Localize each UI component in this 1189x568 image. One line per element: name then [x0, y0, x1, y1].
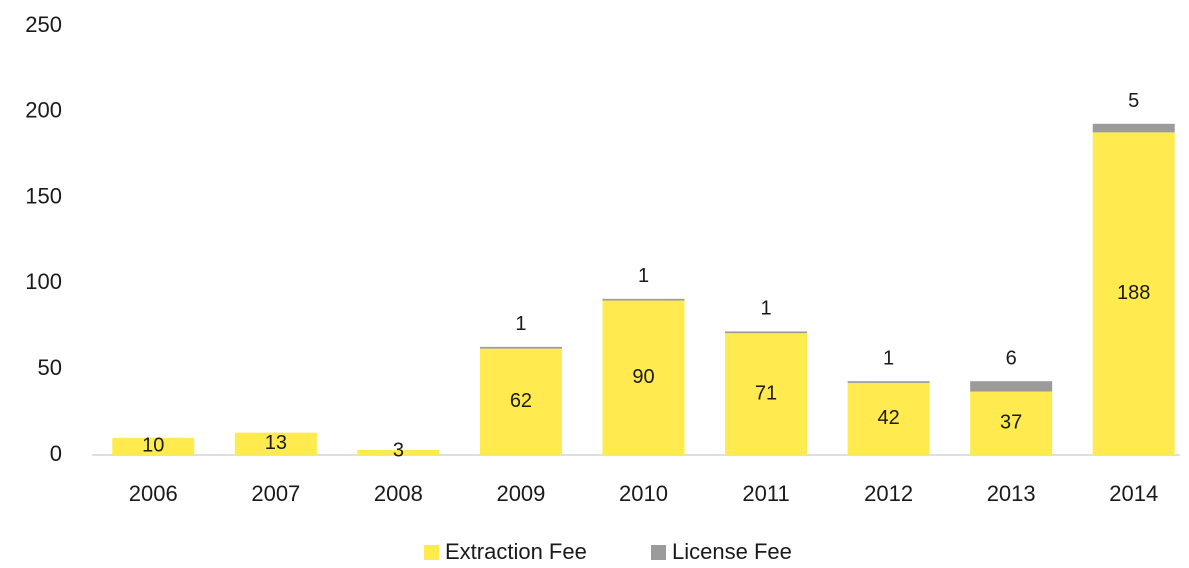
data-label: 1	[883, 347, 894, 369]
bar-segment	[970, 391, 1053, 455]
bar-segment	[479, 346, 562, 349]
bar-segment	[725, 333, 808, 455]
data-label: 6	[1006, 347, 1017, 369]
data-label: 1	[515, 313, 526, 335]
bar-segment	[847, 381, 930, 383]
bar-segment	[602, 300, 685, 455]
data-label: 42	[877, 407, 899, 429]
y-tick-label: 200	[25, 98, 62, 123]
bar-segment	[847, 382, 930, 455]
data-label: 188	[1117, 282, 1150, 304]
data-label: 13	[265, 432, 287, 454]
bar-segment	[112, 437, 195, 455]
y-tick-label: 100	[25, 269, 62, 294]
x-tick-label: 2010	[619, 481, 668, 506]
data-label: 90	[632, 366, 654, 388]
bar-segment	[479, 348, 562, 455]
legend-label: License Fee	[672, 539, 792, 564]
y-tick-label: 0	[50, 441, 62, 466]
y-tick-label: 250	[25, 12, 62, 37]
bar-segment	[1092, 132, 1175, 455]
y-tick-label: 50	[38, 355, 62, 380]
data-label: 1	[760, 298, 771, 320]
data-label: 10	[142, 435, 164, 457]
data-label: 71	[755, 382, 777, 404]
bar-segment	[725, 331, 808, 334]
bar-segment	[357, 449, 440, 455]
data-label: 5	[1128, 90, 1139, 112]
x-tick-label: 2011	[742, 481, 789, 506]
x-tick-label: 2006	[129, 481, 178, 506]
legend-label: Extraction Fee	[445, 539, 587, 564]
legend-swatch	[651, 545, 666, 560]
bar-segment	[1092, 123, 1175, 133]
x-tick-label: 2013	[987, 481, 1036, 506]
y-tick-label: 150	[25, 183, 62, 208]
bar-segment	[970, 381, 1053, 392]
bar-segment	[602, 298, 685, 301]
x-tick-label: 2014	[1109, 481, 1158, 506]
data-label: 62	[510, 390, 532, 412]
data-label: 1	[638, 265, 649, 287]
bar-segment	[234, 432, 317, 455]
x-tick-label: 2009	[496, 481, 545, 506]
x-tick-label: 2007	[251, 481, 300, 506]
legend-swatch	[424, 545, 439, 560]
x-tick-label: 2012	[864, 481, 913, 506]
data-label: 3	[393, 439, 404, 461]
data-label: 37	[1000, 412, 1022, 434]
x-tick-label: 2008	[374, 481, 423, 506]
